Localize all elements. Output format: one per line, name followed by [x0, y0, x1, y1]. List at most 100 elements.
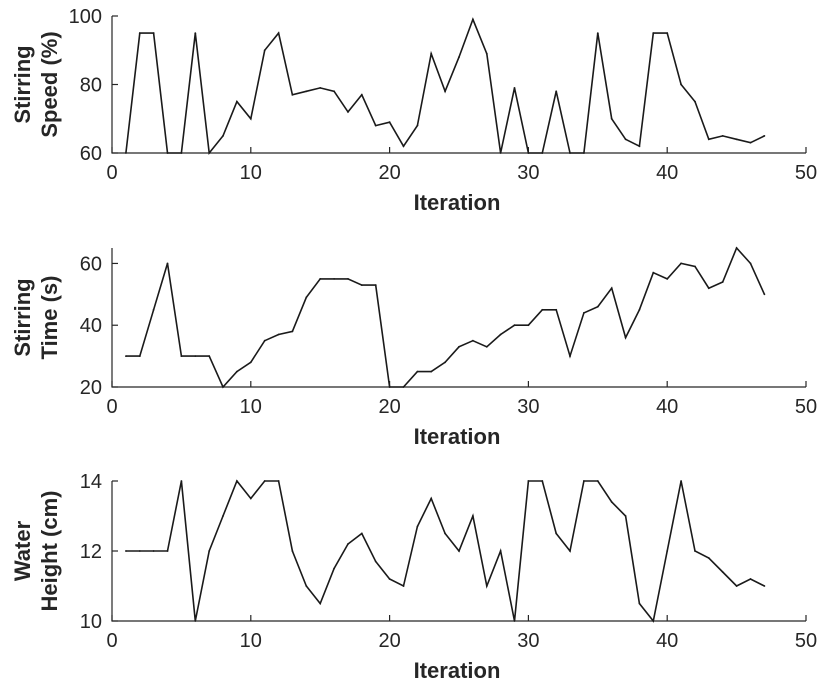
x-tick-label: 20 — [378, 162, 400, 184]
y-axis-title: StirringTime (s) — [10, 276, 62, 360]
data-point — [388, 386, 391, 388]
data-point — [291, 330, 294, 333]
data-point — [735, 585, 738, 587]
data-point — [374, 560, 377, 563]
data-point — [347, 543, 349, 545]
x-tick-label: 50 — [795, 630, 817, 652]
data-point — [458, 550, 460, 552]
data-point — [138, 32, 141, 34]
data-point — [569, 152, 571, 154]
data-point — [624, 515, 627, 517]
data-point — [485, 585, 488, 587]
data-point — [707, 287, 710, 290]
data-point — [152, 32, 155, 34]
data-point — [541, 480, 544, 482]
data-point — [555, 308, 558, 311]
data-point — [721, 571, 724, 573]
data-point — [513, 324, 516, 327]
x-tick-label: 0 — [106, 630, 117, 652]
data-point — [430, 370, 433, 373]
data-point — [638, 308, 641, 311]
y-tick-label: 100 — [69, 6, 102, 28]
data-point — [652, 271, 655, 274]
data-point — [444, 532, 446, 535]
data-point — [430, 52, 433, 55]
data-point — [749, 141, 752, 144]
data-point — [472, 339, 474, 342]
data-point — [721, 281, 724, 283]
data-point — [583, 480, 585, 482]
data-point — [305, 585, 308, 587]
data-point — [666, 550, 669, 552]
data-point — [652, 620, 655, 622]
series-line — [125, 479, 765, 623]
data-point — [152, 308, 155, 311]
data-point — [485, 52, 488, 55]
data-point — [680, 480, 682, 482]
data-point — [249, 117, 252, 120]
data-point — [249, 361, 252, 364]
data-point — [430, 497, 433, 500]
y-axis-title-line: Water — [10, 520, 35, 581]
data-point — [596, 480, 599, 482]
x-tick-label: 50 — [795, 162, 817, 184]
data-point — [277, 480, 280, 482]
data-point — [680, 83, 682, 86]
data-point — [749, 262, 752, 265]
y-axis-title-line: Time (s) — [37, 276, 62, 360]
data-point — [666, 278, 669, 280]
data-point — [360, 93, 363, 96]
data-point — [721, 135, 724, 137]
y-tick-label: 10 — [80, 611, 102, 633]
data-point — [610, 287, 613, 290]
x-tick-label: 20 — [378, 396, 400, 418]
data-point — [638, 145, 641, 148]
data-point — [638, 602, 641, 605]
data-point — [707, 557, 710, 559]
data-point — [624, 336, 627, 339]
data-point — [444, 361, 446, 364]
data-point — [666, 32, 669, 34]
axes-frame — [111, 248, 806, 388]
data-point — [333, 90, 335, 93]
data-point — [222, 135, 224, 137]
data-point — [763, 585, 766, 587]
data-point — [166, 550, 169, 552]
data-point — [388, 121, 391, 124]
data-point — [125, 550, 127, 552]
data-point — [694, 100, 696, 103]
data-point — [236, 370, 238, 373]
data-point — [541, 308, 544, 311]
data-point — [527, 324, 530, 327]
data-point — [735, 247, 738, 249]
data-point — [416, 525, 419, 528]
x-axis-title: Iteration — [414, 658, 501, 683]
data-point — [472, 515, 474, 517]
data-point — [541, 152, 544, 154]
x-tick-label: 0 — [106, 162, 117, 184]
y-tick-label: 40 — [80, 315, 102, 337]
data-point — [569, 550, 571, 552]
data-point — [166, 262, 169, 265]
data-point — [208, 550, 211, 552]
data-point — [583, 312, 585, 314]
data-point — [222, 515, 224, 517]
x-axis-title: Iteration — [414, 424, 501, 449]
data-point — [291, 550, 294, 552]
data-point — [152, 550, 155, 552]
subplot-1: 0 10 20 30 40 50 60 80 100 Iteration StirringSpeed… — [10, 6, 817, 215]
data-point — [513, 620, 516, 622]
data-point — [333, 278, 335, 280]
data-point — [596, 305, 599, 308]
data-point — [347, 111, 349, 113]
series-line — [125, 17, 765, 155]
x-tick-label: 40 — [656, 396, 678, 418]
data-point — [610, 117, 613, 120]
y-tick-label: 20 — [80, 377, 102, 399]
data-point — [360, 284, 363, 286]
data-point — [680, 262, 682, 265]
data-point — [360, 532, 363, 535]
data-point — [208, 152, 211, 154]
data-point — [402, 386, 405, 388]
